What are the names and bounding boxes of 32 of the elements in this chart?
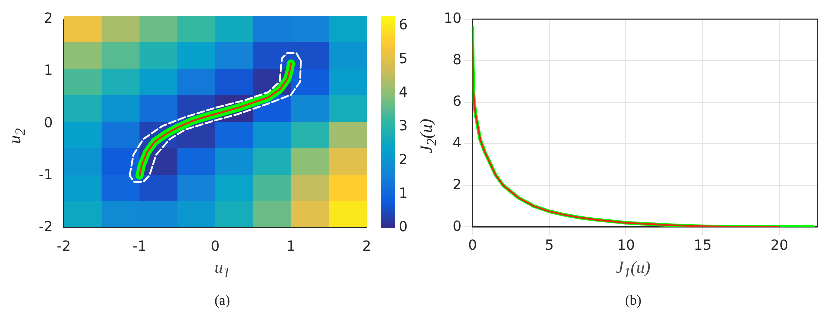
x-tick-label: 0 <box>468 238 478 254</box>
y-tick-label: 8 <box>452 52 462 69</box>
x-axis-title: J$_{1}$(u) <box>615 258 652 282</box>
color-bar-label: 5 <box>399 51 408 68</box>
x-tick-label: 1 <box>286 239 296 256</box>
color-bar-label: 0 <box>399 220 408 236</box>
y-tick-label: 2 <box>44 11 53 28</box>
color-bar-label: 2 <box>399 152 408 168</box>
y-tick-label: 0 <box>44 115 53 132</box>
y-tick-label: -1 <box>39 167 53 184</box>
y-tick-label: 6 <box>452 94 462 110</box>
x-axis-title: u$_{1}$ <box>214 258 232 282</box>
x-tick-label: 20 <box>770 238 789 254</box>
y-tick-label: -2 <box>39 220 53 236</box>
x-tick-label: -1 <box>132 239 147 256</box>
y-tick-label: 0 <box>452 218 462 235</box>
color-bar-label: 4 <box>399 85 408 102</box>
color-bar-label: 6 <box>399 18 408 34</box>
x-tick-label: -2 <box>57 239 71 256</box>
y-tick-label: 1 <box>44 63 53 80</box>
x-tick-label: 0 <box>211 239 220 256</box>
y-tick-label: 10 <box>444 11 462 28</box>
text: (a) <box>214 294 232 310</box>
y-tick-label: 2 <box>452 177 462 194</box>
x-tick-label: 5 <box>545 238 554 254</box>
x-tick-label: 10 <box>617 238 636 254</box>
color-bar-label: 1 <box>399 186 408 202</box>
y-tick-label: 4 <box>452 136 462 152</box>
color-bar-label: 3 <box>399 118 408 135</box>
text: (b) <box>624 294 643 310</box>
x-tick-label: 15 <box>694 238 712 254</box>
x-tick-label: 2 <box>362 239 372 256</box>
